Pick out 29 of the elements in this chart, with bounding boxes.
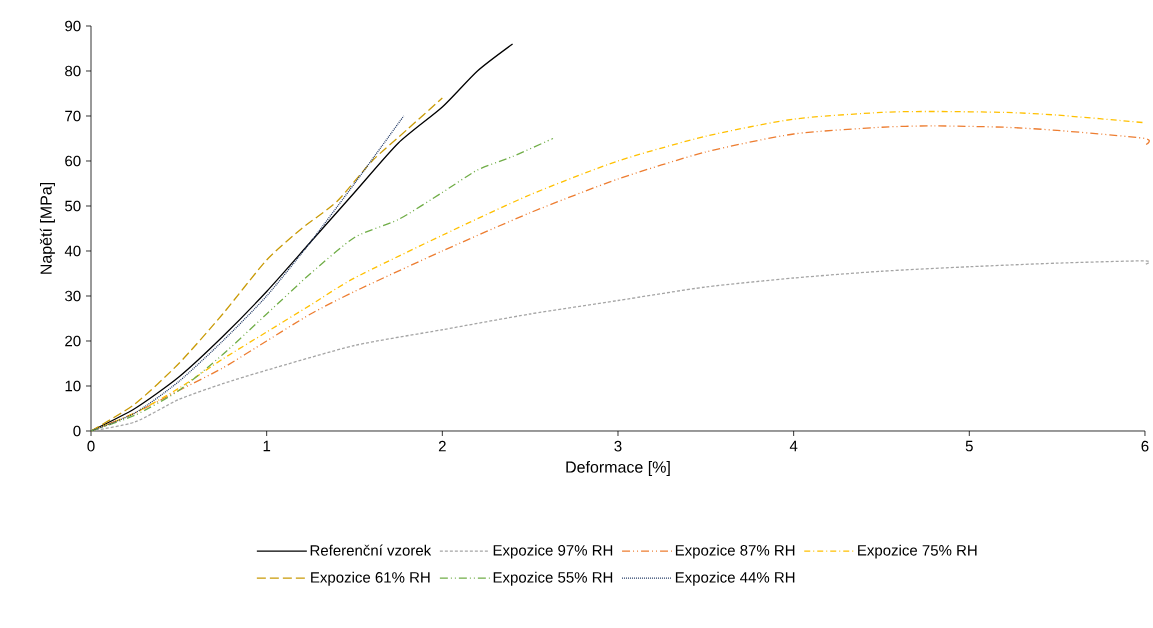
x-tick-label: 5 (965, 440, 973, 452)
y-tick-label: 30 (65, 290, 81, 302)
legend-label: Expozice 44% RH (675, 571, 795, 586)
x-tick-label: 2 (438, 440, 446, 452)
legend-label: Referenční vzorek (310, 544, 432, 556)
y-tick-label: 0 (73, 425, 81, 437)
y-axis-title: Napětí [MPa] (39, 182, 55, 274)
y-tick-label: 60 (65, 155, 81, 167)
x-tick-label: 1 (263, 440, 271, 452)
y-tick-label: 50 (65, 200, 81, 212)
y-tick-label: 90 (65, 20, 81, 32)
x-axis-title: Deformace [%] (566, 461, 670, 476)
x-tick-label: 0 (87, 440, 95, 452)
legend-label: Expozice 61% RH (311, 571, 430, 586)
legend-label: Expozice 75% RH (858, 544, 977, 559)
x-tick-label: 3 (614, 440, 622, 452)
x-tick-label: 4 (789, 440, 798, 452)
legend-label: Expozice 87% RH (675, 544, 795, 559)
legend-label: Expozice 97% RH (493, 544, 613, 559)
y-tick-label: 40 (64, 245, 81, 257)
y-tick-label: 70 (65, 110, 81, 122)
line-series (90, 115, 405, 432)
line-series (90, 137, 554, 432)
x-tick-label: 6 (1141, 440, 1149, 452)
y-tick-label: 10 (65, 380, 81, 392)
line-series (90, 97, 443, 432)
legend-label: Expozice 55% RH (493, 571, 613, 586)
y-tick-label: 80 (65, 65, 81, 77)
y-tick-label: 20 (65, 335, 81, 347)
